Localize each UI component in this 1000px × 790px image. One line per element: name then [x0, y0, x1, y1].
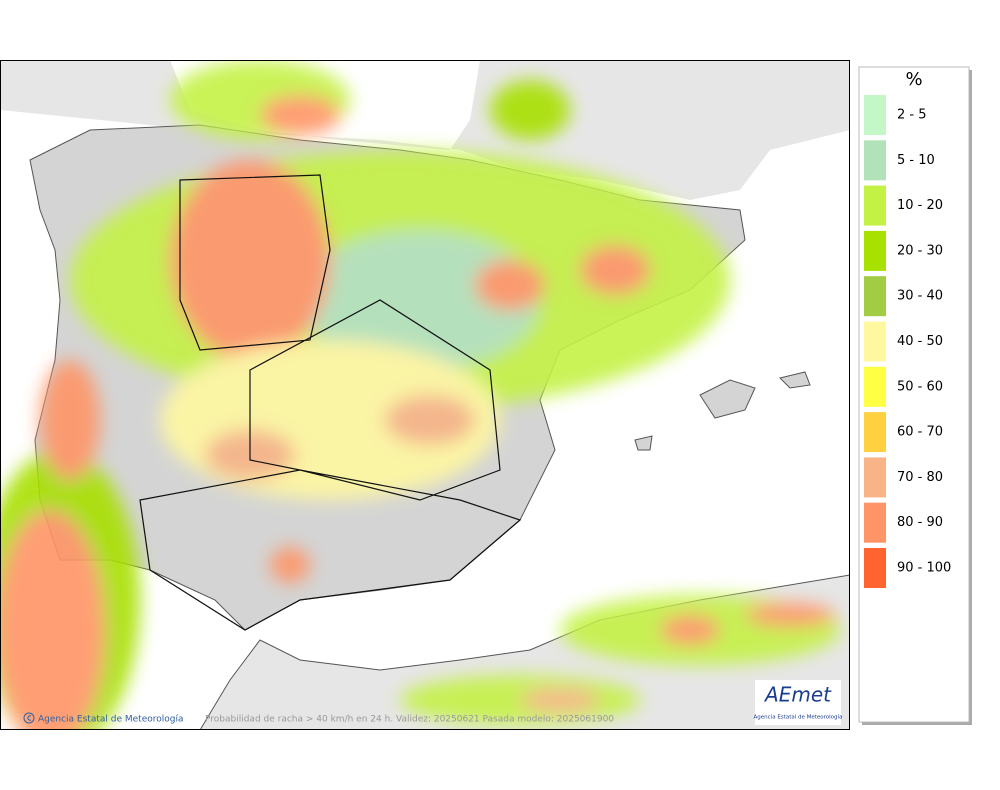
- legend-swatch: [864, 502, 886, 543]
- legend-label: 70 - 80: [897, 470, 943, 485]
- legend-label: 20 - 30: [897, 243, 943, 258]
- legend-swatch: [864, 321, 886, 362]
- legend-swatch: [864, 457, 886, 498]
- legend-swatch: [864, 95, 886, 135]
- map: Agencia Estatal de Meteorología Probabil…: [0, 60, 850, 730]
- legend-label: 60 - 70: [897, 425, 943, 440]
- copyright-icon: [23, 712, 35, 724]
- legend-swatch: [864, 230, 886, 271]
- legend-label: 90 - 100: [897, 561, 951, 576]
- france-land: [0, 60, 850, 200]
- legend-label: 2 - 5: [897, 108, 927, 123]
- map-frame: [0, 60, 850, 730]
- probability-field: [0, 60, 840, 730]
- legend-label: 5 - 10: [897, 153, 935, 168]
- legend-swatch: [864, 185, 886, 226]
- logo-name: AEmet: [763, 683, 832, 707]
- balearic-islands: [634, 371, 811, 451]
- legend-items: 2 - 5 5 - 10 10 - 20 20 - 30 30 - 40 40 - 50 5…: [864, 95, 951, 588]
- region-borders: [139, 174, 522, 631]
- legend-title: %: [905, 69, 922, 90]
- legend-label: 10 - 20: [897, 198, 943, 213]
- legend-swatch: [864, 412, 886, 453]
- legend-label: 40 - 50: [897, 334, 943, 349]
- legend-label: 80 - 90: [897, 515, 943, 530]
- legend-swatch: [864, 276, 886, 317]
- logo-box: [755, 680, 841, 725]
- legend-swatch: [864, 140, 886, 181]
- copyright-icon-c: [27, 715, 32, 721]
- logo-subtitle: Agencia Estatal de Meteorología: [754, 714, 843, 721]
- credit: Agencia Estatal de Meteorología: [38, 715, 184, 725]
- legend-label: 50 - 60: [897, 379, 943, 394]
- legend-label: 30 - 40: [897, 289, 943, 304]
- legend-swatch: [864, 366, 886, 407]
- caption: Probabilidad de racha > 40 km/h en 24 h.…: [205, 715, 614, 725]
- legend-swatch: [864, 548, 886, 588]
